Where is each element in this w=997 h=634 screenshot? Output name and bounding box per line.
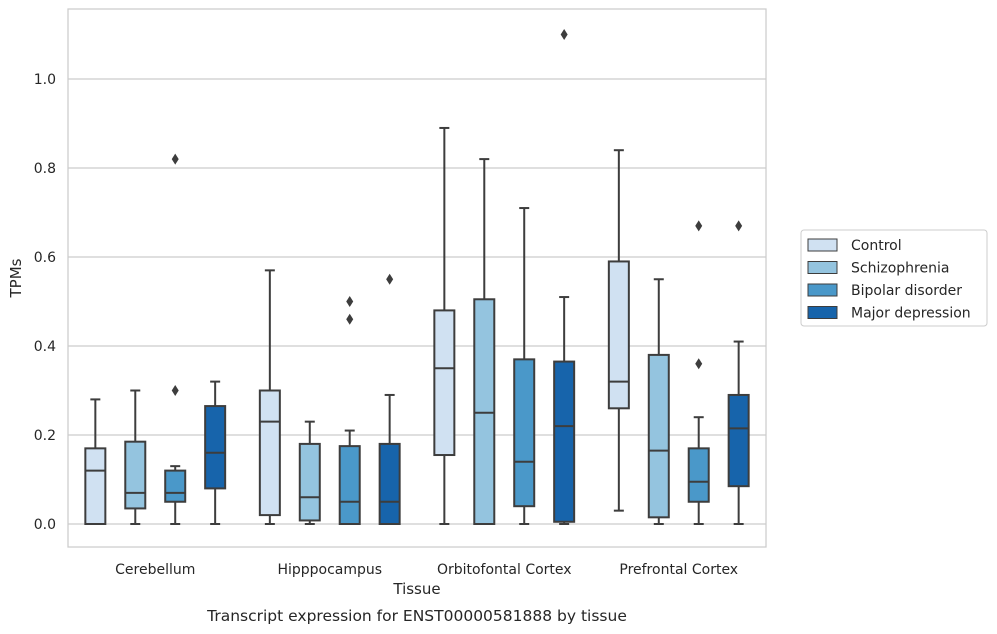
- box-schizophrenia-cerebellum: [124, 389, 147, 525]
- box-iqr: [473, 298, 496, 525]
- outlier-point: [695, 220, 703, 232]
- box-iqr: [338, 445, 361, 525]
- box-iqr: [647, 353, 670, 519]
- box-control-prefrontal-cortex: [607, 149, 630, 512]
- box-iqr: [553, 360, 576, 523]
- box-major-depression-orbitofontal-cortex: [553, 29, 576, 525]
- legend-swatch-bipolar-disorder: [807, 283, 838, 297]
- legend-label-major-depression: Major depression: [851, 306, 971, 322]
- box-iqr: [727, 393, 750, 488]
- box-schizophrenia-hipppocampus: [298, 420, 321, 525]
- box-iqr: [433, 309, 456, 457]
- box-iqr: [378, 442, 401, 525]
- x-tick-label: Prefrontal Cortex: [619, 562, 738, 578]
- box-iqr: [84, 447, 107, 526]
- legend-swatch-schizophrenia: [807, 261, 838, 274]
- chart-title: Transcript expression for ENST0000058188…: [206, 607, 627, 625]
- box-iqr: [164, 469, 187, 503]
- y-tick-label: 0.4: [34, 339, 56, 355]
- box-bipolar-disorder-hipppocampus: [338, 296, 361, 525]
- box-iqr: [687, 447, 710, 503]
- outlier-point: [346, 313, 354, 325]
- y-tick-label: 0.8: [34, 161, 56, 177]
- box-major-depression-hipppocampus: [378, 273, 401, 525]
- x-tick-label: Orbitofontal Cortex: [437, 562, 572, 578]
- x-tick-labels: Cerebellum Hipppocampus Orbitofontal Corte…: [115, 562, 738, 578]
- box-major-depression-cerebellum: [204, 380, 227, 525]
- box-iqr: [607, 260, 630, 410]
- legend-label-bipolar-disorder: Bipolar disorder: [851, 283, 962, 299]
- x-tick-label: Hipppocampus: [277, 562, 382, 578]
- box-bipolar-disorder-orbitofontal-cortex: [513, 207, 536, 525]
- y-tick-labels: 0.0 0.2 0.4 0.6 0.8 1.0: [34, 72, 56, 533]
- y-tick-label: 0.6: [34, 250, 56, 266]
- grid-lines: [68, 78, 766, 525]
- y-tick-label: 0.2: [34, 428, 56, 444]
- box-plot-series: [84, 29, 750, 526]
- box-iqr: [204, 405, 227, 490]
- box-iqr: [258, 389, 281, 517]
- box-major-depression-prefrontal-cortex: [727, 220, 750, 525]
- box-control-cerebellum: [84, 398, 107, 526]
- outlier-point: [386, 273, 394, 285]
- y-tick-label: 0.0: [34, 517, 56, 533]
- y-axis-label: TPMs: [7, 258, 25, 298]
- plot-area-frame: [67, 8, 767, 548]
- outlier-point: [171, 385, 179, 396]
- x-tick-label: Cerebellum: [115, 562, 195, 578]
- legend-swatch-control: [807, 238, 838, 252]
- outlier-point: [735, 220, 743, 232]
- legend-label-schizophrenia: Schizophrenia: [851, 261, 949, 277]
- y-tick-label: 1.0: [34, 72, 56, 88]
- legend-frame: [800, 229, 988, 327]
- box-iqr: [298, 442, 321, 522]
- box-control-orbitofontal-cortex: [433, 126, 456, 525]
- legend: Control Schizophrenia Bipolar disorder Majo…: [800, 229, 988, 327]
- box-iqr: [124, 440, 147, 510]
- box-schizophrenia-orbitofontal-cortex: [473, 158, 496, 525]
- outlier-point: [346, 296, 354, 307]
- box-iqr: [513, 358, 536, 508]
- legend-label-control: Control: [851, 238, 902, 254]
- outlier-point: [695, 358, 703, 370]
- box-bipolar-disorder-cerebellum: [164, 153, 187, 525]
- x-axis-label: Tissue: [392, 580, 440, 598]
- outlier-point: [560, 29, 568, 40]
- box-schizophrenia-prefrontal-cortex: [647, 278, 670, 525]
- box-bipolar-disorder-prefrontal-cortex: [687, 220, 710, 525]
- outlier-point: [171, 153, 179, 165]
- legend-swatch-major-depression: [807, 306, 838, 319]
- box-control-hipppocampus: [258, 269, 281, 525]
